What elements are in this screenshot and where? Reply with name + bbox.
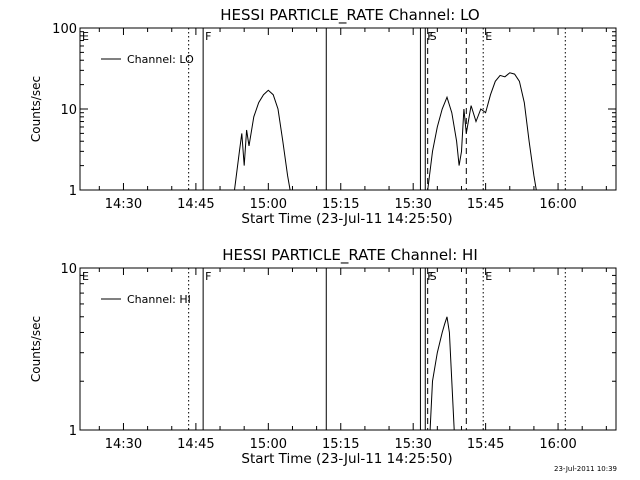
event-marker-label: F [205,30,211,43]
y-tick-label: 1 [69,184,77,199]
x-axis-label: Start Time (23-Jul-11 14:25:50) [241,451,452,467]
event-marker-label: E [485,30,492,43]
event-marker-label: F [427,30,433,43]
series-line [427,72,537,191]
event-marker-label: F [427,270,433,283]
panel-2: HESSI PARTICLE_RATE Channel: HI 14:30 14:4… [29,246,617,467]
legend-label: Channel: HI [127,293,191,306]
event-marker-label: E [82,270,89,283]
plot-frame [79,267,617,431]
event-marker-label: S [430,270,437,283]
y-tick-label: 10 [60,103,77,118]
event-marker-label: F [205,270,211,283]
y-tick-label: 1 [69,424,77,439]
x-tick-label: 15:00 [250,437,287,452]
event-marker-label: E [485,270,492,283]
x-tick-label: 14:30 [105,437,142,452]
footer-timestamp: 23-Jul-2011 10:39 [554,465,618,473]
series-line [429,316,455,431]
y-axis-label: Counts/sec [29,316,43,382]
x-tick-label: 15:45 [467,437,504,452]
x-tick-label: 16:00 [539,197,576,212]
series-line [234,89,291,191]
x-tick-label: 15:30 [394,437,431,452]
x-tick-label: 15:15 [322,197,359,212]
legend-label: Channel: LO [127,53,194,66]
x-tick-label: 14:30 [105,197,142,212]
event-marker-label: E [82,30,89,43]
event-marker-label: S [430,30,437,43]
x-tick-label: 15:00 [250,197,287,212]
chart-title: HESSI PARTICLE_RATE Channel: LO [220,6,479,25]
x-tick-label: 16:00 [539,437,576,452]
x-axis-label: Start Time (23-Jul-11 14:25:50) [241,211,452,227]
x-tick-label: 15:15 [322,437,359,452]
x-tick-label: 15:30 [394,197,431,212]
chart-title: HESSI PARTICLE_RATE Channel: HI [222,246,478,265]
x-tick-label: 14:45 [177,437,214,452]
y-axis-label: Counts/sec [29,76,43,142]
y-tick-label: 100 [52,22,77,37]
x-tick-label: 15:45 [467,197,504,212]
panel-1: HESSI PARTICLE_RATE Channel: LO 14:30 14:4… [29,6,617,227]
x-tick-label: 14:45 [177,197,214,212]
y-tick-label: 10 [60,262,77,277]
